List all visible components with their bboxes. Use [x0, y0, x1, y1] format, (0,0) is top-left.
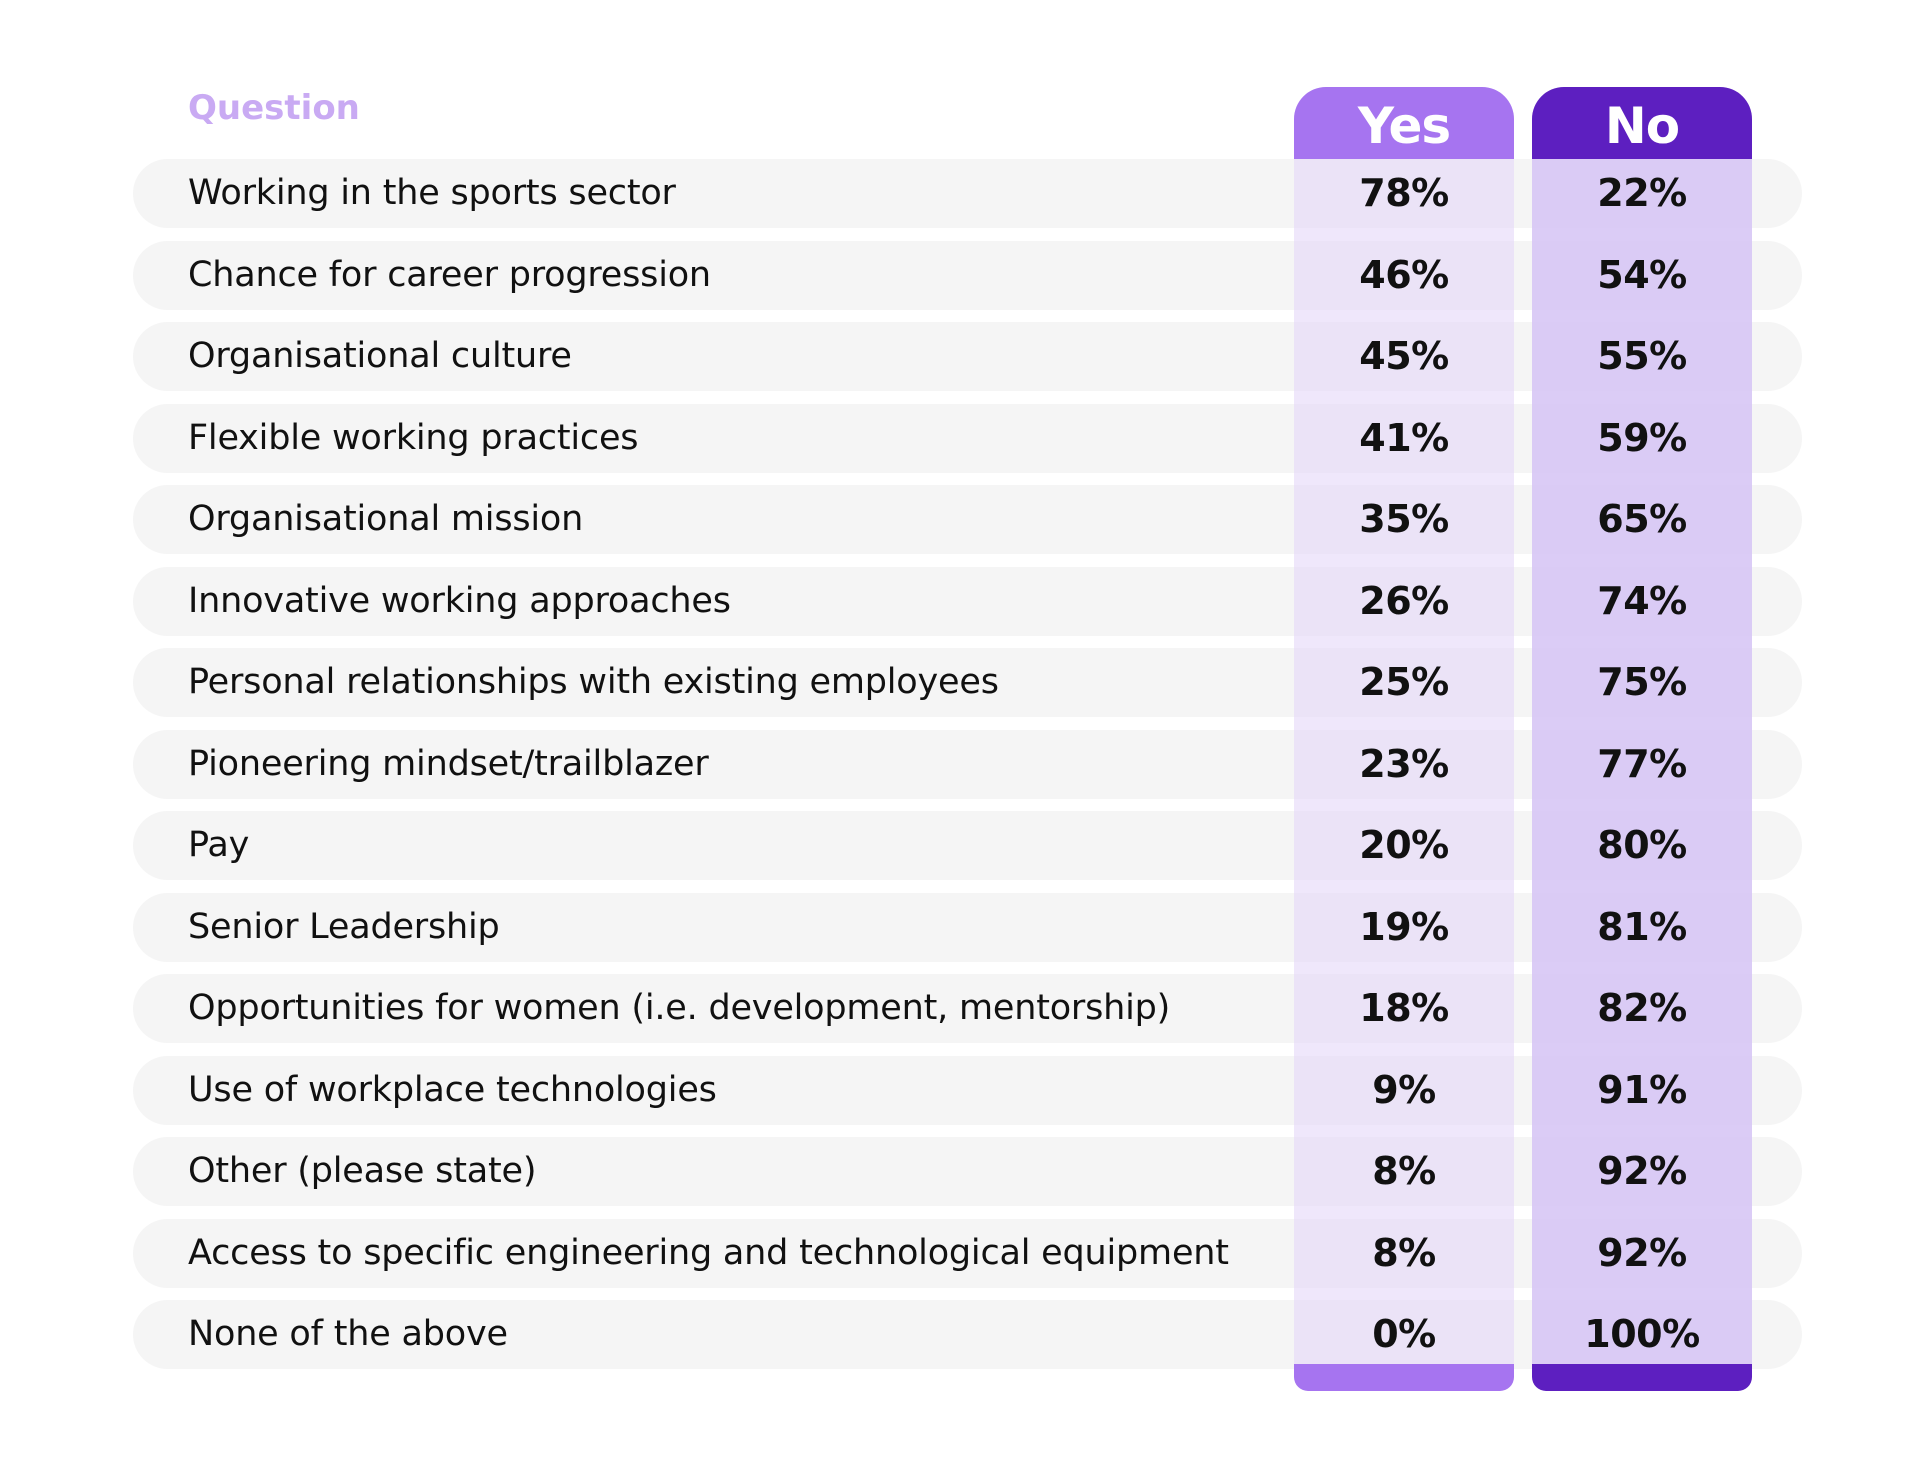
yes-value-cell: 78% [1359, 171, 1449, 215]
row-question-label: Senior Leadership [188, 907, 500, 947]
no-column-footer [1532, 1364, 1752, 1391]
no-value-cell: 82% [1597, 986, 1687, 1030]
table-row [133, 404, 1802, 473]
yes-value-cell: 8% [1372, 1231, 1436, 1275]
yes-value-cell: 46% [1359, 253, 1449, 297]
yes-value-cell: 23% [1359, 742, 1449, 786]
row-question-label: Use of workplace technologies [188, 1070, 717, 1110]
table-row [133, 730, 1802, 799]
yes-value-cell: 45% [1359, 334, 1449, 378]
row-question-label: Pay [188, 825, 250, 865]
yes-value-cell: 35% [1359, 497, 1449, 541]
row-question-label: Working in the sports sector [188, 173, 676, 213]
no-value-cell: 65% [1597, 497, 1687, 541]
row-question-label: Organisational culture [188, 336, 572, 376]
table-row [133, 1056, 1802, 1125]
table-row [133, 485, 1802, 554]
table-row [133, 1300, 1802, 1369]
table-row [133, 811, 1802, 880]
table-row [133, 567, 1802, 636]
yes-value-cell: 0% [1372, 1312, 1436, 1356]
row-question-label: Innovative working approaches [188, 581, 731, 621]
yes-value-cell: 19% [1359, 905, 1449, 949]
no-column-body [1532, 159, 1752, 1364]
no-value-cell: 22% [1597, 171, 1687, 215]
row-question-label: Chance for career progression [188, 255, 711, 295]
no-value-cell: 91% [1597, 1068, 1687, 1112]
no-value-cell: 81% [1597, 905, 1687, 949]
no-value-cell: 80% [1597, 823, 1687, 867]
yes-value-cell: 18% [1359, 986, 1449, 1030]
question-column-header: Question [188, 88, 360, 128]
no-value-cell: 59% [1597, 416, 1687, 460]
table-row [133, 159, 1802, 228]
table-row [133, 893, 1802, 962]
yes-column-footer [1294, 1364, 1514, 1391]
no-value-cell: 54% [1597, 253, 1687, 297]
no-value-cell: 100% [1584, 1312, 1700, 1356]
table-row [133, 974, 1802, 1043]
row-question-label: Pioneering mindset/trailblazer [188, 744, 709, 784]
table-row [133, 1137, 1802, 1206]
table-row [133, 241, 1802, 310]
no-value-cell: 92% [1597, 1231, 1687, 1275]
row-question-label: Opportunities for women (i.e. developmen… [188, 988, 1171, 1028]
yes-value-cell: 9% [1372, 1068, 1436, 1112]
yes-value-cell: 20% [1359, 823, 1449, 867]
no-column-header: No [1532, 87, 1752, 159]
row-question-label: Personal relationships with existing emp… [188, 662, 999, 702]
row-question-label: None of the above [188, 1314, 508, 1354]
yes-value-cell: 8% [1372, 1149, 1436, 1193]
row-question-label: Flexible working practices [188, 418, 639, 458]
no-value-cell: 75% [1597, 660, 1687, 704]
yes-value-cell: 26% [1359, 579, 1449, 623]
yes-column-header: Yes [1294, 87, 1514, 159]
no-value-cell: 92% [1597, 1149, 1687, 1193]
yes-column-body [1294, 159, 1514, 1364]
yes-value-cell: 25% [1359, 660, 1449, 704]
row-question-label: Access to specific engineering and techn… [188, 1233, 1229, 1273]
yes-value-cell: 41% [1359, 416, 1449, 460]
row-question-label: Organisational mission [188, 499, 584, 539]
table-row [133, 322, 1802, 391]
table-row [133, 1219, 1802, 1288]
no-value-cell: 55% [1597, 334, 1687, 378]
no-value-cell: 77% [1597, 742, 1687, 786]
row-question-label: Other (please state) [188, 1151, 537, 1191]
no-value-cell: 74% [1597, 579, 1687, 623]
table-row [133, 648, 1802, 717]
